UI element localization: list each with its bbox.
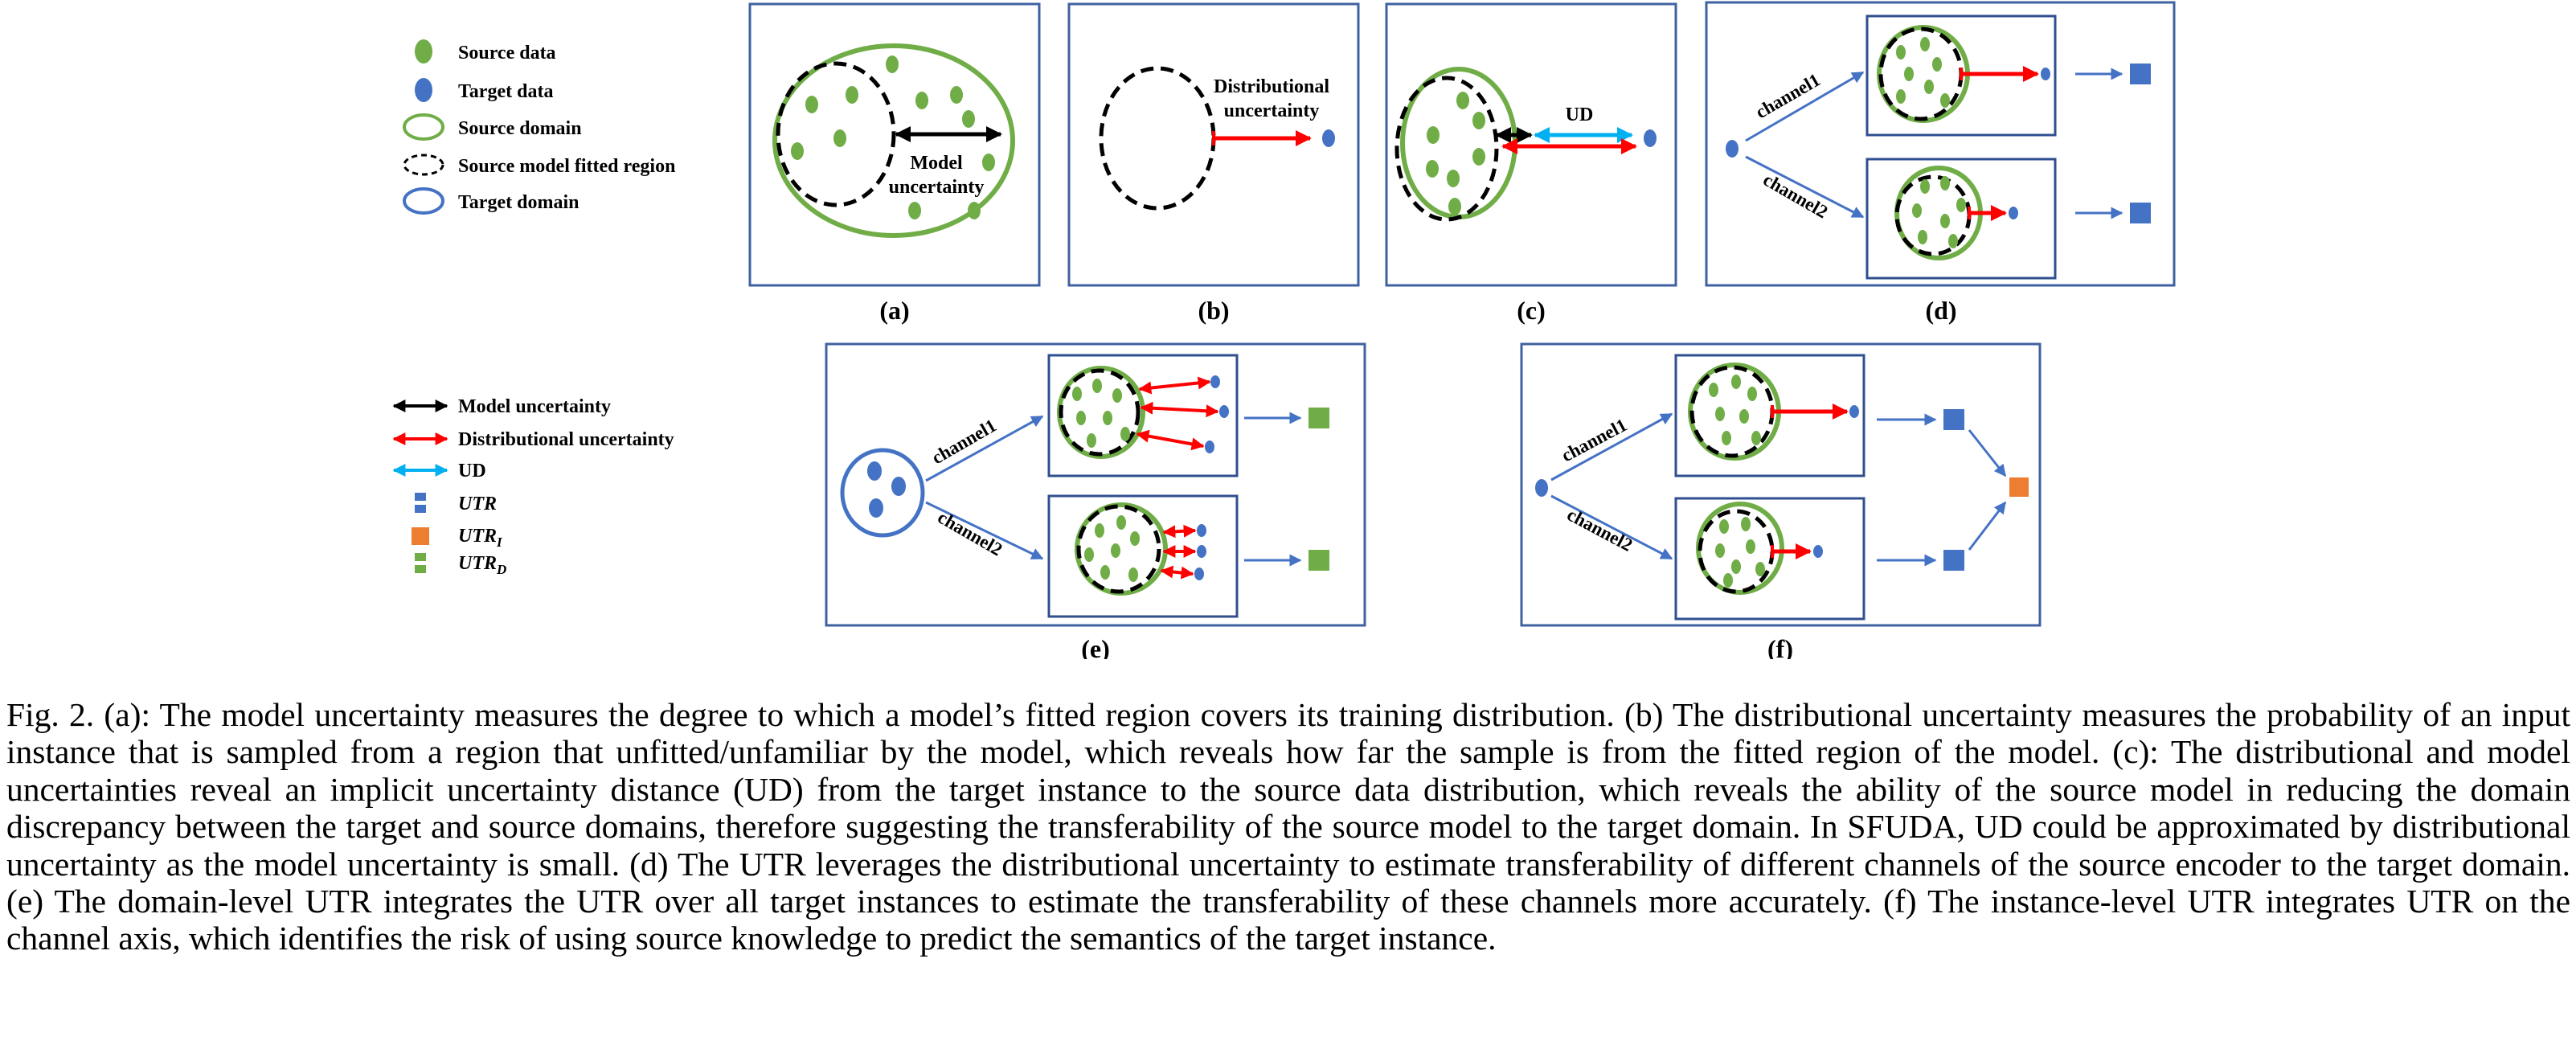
- utr-i-square: [2009, 477, 2029, 497]
- legend-source-domain: Source domain: [458, 118, 582, 139]
- legend-target-data: Target data: [458, 81, 553, 102]
- target-data-point: [1644, 129, 1657, 147]
- panel-b: Distributional uncertainty (b): [1067, 2, 1360, 325]
- channel1-arrow: [1745, 71, 1865, 142]
- utr-i-icon: [412, 527, 429, 545]
- source-data-points: [791, 55, 995, 219]
- panel-a: Model uncertainty (a): [748, 2, 1041, 325]
- source-domain-icon: [403, 113, 444, 141]
- panel-a-text-2: uncertainty: [889, 177, 985, 198]
- source-data-points: [1709, 375, 1761, 445]
- legend-model-uncertainty: Model uncertainty: [458, 396, 611, 417]
- channel1-arrow: [925, 415, 1044, 482]
- utr-d-square: [1308, 550, 1329, 571]
- figure-caption: Fig. 2. (a): The model uncertainty measu…: [6, 696, 2570, 957]
- source-data-points: [1084, 515, 1140, 582]
- utr-d-icon: [415, 553, 426, 561]
- target-data-point: [1535, 479, 1548, 497]
- panel-f-label: (f): [1767, 634, 1793, 659]
- legend-top: Source data Target data Source domain So…: [403, 39, 675, 215]
- legend-target-domain: Target domain: [458, 192, 579, 213]
- fitted-region-ellipse: [1394, 76, 1499, 222]
- legend-bottom: Model uncertainty Distributional uncerta…: [392, 396, 674, 577]
- fitted-region-icon: [403, 154, 444, 176]
- source-domain-ellipse: [772, 43, 1015, 238]
- target-data-point: [1322, 129, 1335, 147]
- channel1-box: [1674, 354, 1865, 477]
- panel-c-text: UD: [1566, 104, 1594, 125]
- channel1-arrow: [1550, 412, 1673, 481]
- source-data-points: [1426, 92, 1485, 215]
- panel-b-text-2: uncertainty: [1224, 100, 1320, 121]
- source-data-points: [1912, 176, 1966, 248]
- legend-source-data: Source data: [458, 43, 556, 64]
- legend-distributional-uncertainty: Distributional uncertainty: [458, 429, 674, 450]
- legend-utr: UTR: [458, 494, 497, 514]
- target-data-point: [1726, 140, 1738, 158]
- utr-icon: [415, 493, 426, 501]
- legend-fitted-region: Source model fitted region: [458, 156, 675, 177]
- legend-utr-i: UTRI: [458, 526, 503, 550]
- legend-ud: UD: [458, 461, 486, 481]
- figure-2: Source data Target data Source domain So…: [392, 1, 2176, 659]
- panel-d: channel1 channel2: [1705, 1, 2176, 325]
- channel2-arrow: [1745, 155, 1865, 219]
- target-domain-icon: [403, 187, 444, 215]
- panel-c-label: (c): [1517, 296, 1546, 325]
- channel2-arrow: [925, 501, 1044, 560]
- utr-square: [1943, 550, 1964, 571]
- source-data-icon: [415, 39, 432, 64]
- legend-utr-d: UTRD: [458, 553, 506, 577]
- panel-b-label: (b): [1198, 296, 1229, 325]
- source-data-points: [1715, 517, 1765, 588]
- panel-a-label: (a): [879, 296, 909, 325]
- utr-square: [1943, 409, 1964, 430]
- panel-b-text-1: Distributional: [1214, 76, 1329, 97]
- panel-e-label: (e): [1081, 634, 1110, 659]
- source-data-points: [1896, 37, 1950, 108]
- panel-f: channel1 channel2: [1520, 342, 2042, 659]
- target-data-icon: [415, 78, 432, 102]
- fitted-region-ellipse: [776, 61, 896, 207]
- utr-square: [2130, 203, 2151, 223]
- panel-c: UD (c): [1385, 2, 1677, 325]
- panel-e: channel1 channel2: [825, 342, 1366, 659]
- channel2-arrow: [1550, 494, 1673, 560]
- target-domain-circle: [840, 448, 925, 538]
- panel-a-text-1: Model: [910, 153, 963, 174]
- source-data-points: [1072, 379, 1130, 448]
- utr-d-square: [1308, 408, 1329, 428]
- utr-square: [2130, 64, 2151, 84]
- panel-d-label: (d): [1925, 296, 1956, 325]
